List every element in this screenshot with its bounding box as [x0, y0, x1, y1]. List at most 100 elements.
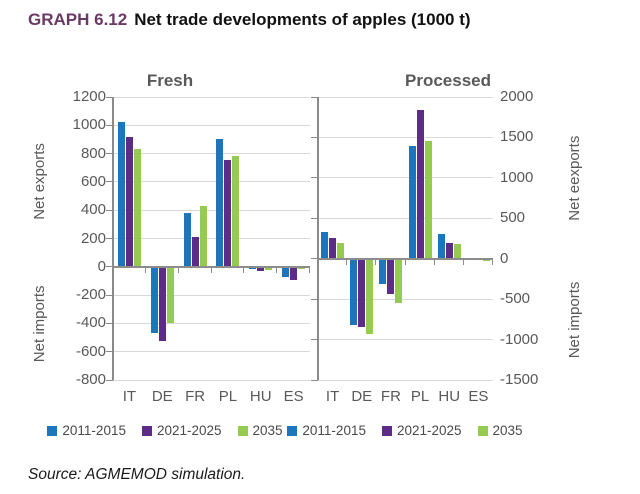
axis-tick-mark: [311, 136, 318, 138]
gridline: [318, 379, 493, 381]
axis-tick-mark: [106, 379, 113, 381]
legend-swatch-2021-2025: [381, 425, 392, 436]
axis-tick-mark: [106, 266, 113, 268]
axis-tick-mark: [106, 124, 113, 126]
bar-2011-2015-DE: [150, 268, 158, 334]
legend-fresh: 2011-2015 2021-2025 2035: [40, 423, 290, 438]
axis-tick-mark: [106, 96, 113, 98]
bar-2021-2025-IT: [329, 238, 337, 259]
x-category-label: IT: [325, 388, 340, 405]
bar-2011-2015-FR: [379, 260, 387, 284]
y-tick-label: -500: [500, 290, 531, 308]
zero-baseline: [113, 265, 310, 268]
x-category-label: ES: [283, 388, 304, 405]
category-tick-mark: [144, 267, 146, 273]
y-axis-tick-labels: 2000 1500 1000 500 0 -500 -1000 -1500: [500, 88, 554, 388]
zero-baseline: [318, 257, 493, 260]
chart-title-fresh: Fresh: [146, 71, 194, 91]
legend-swatch-2011-2015: [287, 425, 298, 436]
category-tick-mark: [346, 259, 348, 265]
gridline: [113, 379, 310, 381]
bar-2011-2015-FR: [183, 213, 191, 267]
legend-item: 2035: [237, 423, 283, 438]
bar-2035-PL: [232, 155, 240, 267]
gridline: [318, 96, 493, 98]
bar-2011-2015-HU: [437, 233, 445, 259]
figure-header: GRAPH 6.12 Net trade developments of appl…: [28, 8, 628, 32]
axis-tick-mark: [311, 339, 318, 341]
bar-2011-2015-PL: [408, 145, 416, 259]
plot-area-processed: [311, 96, 493, 381]
legend-swatch-2021-2025: [141, 425, 152, 436]
bar-2035-IT: [337, 242, 345, 259]
bar-2021-2025-DE: [358, 260, 366, 328]
axis-tick-mark: [106, 322, 113, 324]
x-category-label: ES: [468, 388, 489, 405]
figure-title: Net trade developments of apples (1000 t…: [134, 10, 471, 29]
axis-tick-mark: [311, 177, 318, 179]
bar-2021-2025-FR: [387, 260, 395, 294]
legend-label: 2035: [492, 423, 523, 438]
x-category-label: FR: [380, 388, 401, 405]
legend-label: 2011-2015: [62, 423, 126, 438]
category-tick-mark: [243, 267, 245, 273]
axis-tick-mark: [311, 298, 318, 300]
y-tick-label: 600: [80, 172, 106, 190]
x-category-label: DE: [151, 388, 173, 405]
legend-swatch-2035: [477, 425, 488, 436]
y-tick-label: 1000: [72, 116, 106, 134]
x-category-label: IT: [122, 388, 137, 405]
legend-item: 2021-2025: [381, 423, 462, 438]
bar-2021-2025-HU: [445, 242, 453, 259]
gridline: [113, 209, 310, 211]
bar-2021-2025-PL: [224, 159, 232, 267]
category-tick-mark: [375, 259, 377, 265]
legend-swatch-2035: [237, 425, 248, 436]
y-tick-label: -600: [75, 342, 106, 360]
gridline: [113, 124, 310, 126]
axis-tick-mark: [106, 209, 113, 211]
axis-tick-mark: [311, 96, 318, 98]
source-note: Source: AGMEMOD simulation.: [28, 466, 246, 483]
bar-2011-2015-PL: [216, 138, 224, 267]
bar-2011-2015-IT: [117, 122, 125, 267]
x-category-label: PL: [218, 388, 238, 405]
category-tick-mark: [276, 267, 278, 273]
y-axis-label-net-exports: Net exports: [31, 143, 48, 221]
bar-2035-PL: [424, 140, 432, 259]
category-tick-mark: [309, 267, 310, 273]
x-category-label: FR: [185, 388, 206, 405]
gridline: [318, 217, 493, 219]
x-axis-category-labels: IT DE FR PL HU ES: [318, 388, 493, 406]
axis-tick-mark: [106, 238, 113, 239]
y-tick-label: 1200: [72, 88, 106, 105]
gridline: [113, 238, 310, 239]
bar-2035-HU: [265, 268, 273, 271]
bar-2035-ES: [298, 268, 306, 270]
y-tick-label: -1000: [500, 330, 539, 348]
gridline: [318, 177, 493, 179]
y-axis-label-net-imports: Net imports: [566, 281, 583, 358]
gridline: [318, 298, 493, 300]
x-category-label: HU: [438, 388, 461, 405]
gridline: [113, 153, 310, 155]
bar-2035-FR: [395, 260, 403, 304]
bar-2035-HU: [453, 243, 461, 259]
gridline: [113, 181, 310, 183]
legend-item: 2011-2015: [47, 423, 126, 438]
x-category-label: DE: [351, 388, 373, 405]
y-tick-label: 2000: [500, 88, 534, 105]
axis-tick-mark: [106, 294, 113, 296]
gridline: [113, 351, 310, 353]
gridline: [113, 96, 310, 98]
legend-label: 2035: [252, 423, 283, 438]
category-tick-mark: [492, 259, 493, 265]
bar-2011-2015-ES: [282, 268, 290, 278]
y-axis-line: [112, 97, 114, 380]
category-tick-mark: [462, 259, 464, 265]
y-tick-label: -200: [75, 286, 106, 304]
y-tick-label: 1000: [500, 168, 534, 186]
y-tick-label: -800: [75, 371, 106, 388]
x-axis-category-labels: IT DE FR PL HU ES: [113, 388, 310, 406]
